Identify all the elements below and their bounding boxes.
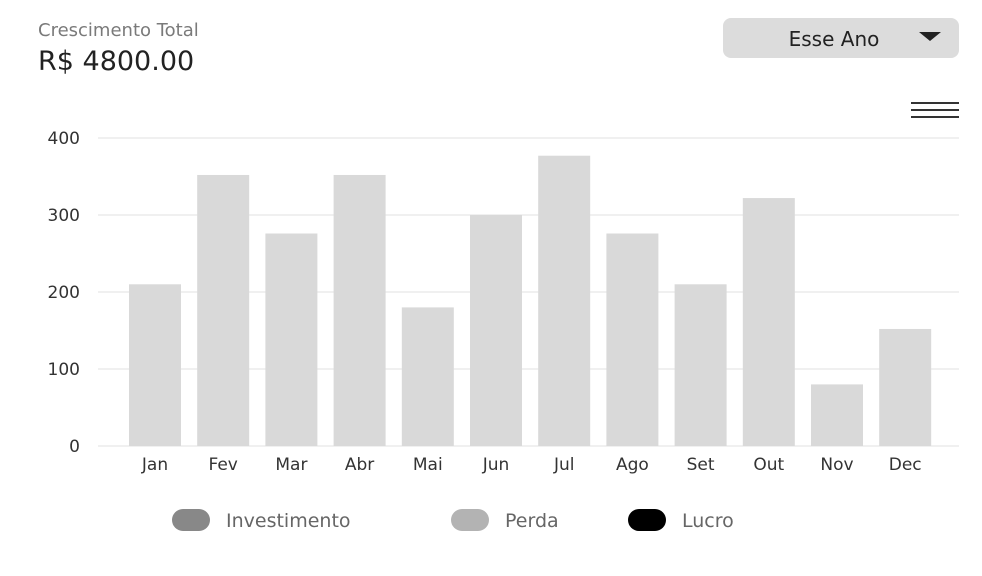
y-tick-label: 0 — [69, 437, 80, 457]
x-tick-label-mar: Mar — [275, 455, 307, 475]
bar-nov[interactable] — [811, 384, 863, 446]
legend-swatch-lucro — [628, 509, 666, 531]
y-tick-label: 300 — [48, 206, 80, 226]
x-tick-label-jul: Jul — [553, 455, 575, 475]
bar-abr[interactable] — [333, 174, 386, 446]
x-tick-label-set: Set — [687, 455, 715, 475]
total-growth-value: R$ 4800.00 — [38, 46, 195, 77]
x-tick-label-ago: Ago — [616, 455, 649, 475]
bars — [129, 155, 932, 446]
legend-swatch-perda — [451, 509, 489, 531]
bar-dec[interactable] — [879, 328, 932, 446]
x-tick-label-mai: Mai — [413, 455, 443, 475]
hamburger-menu-icon[interactable] — [911, 102, 959, 122]
legend-label-investimento: Investimento — [226, 510, 351, 532]
bar-mar[interactable] — [265, 233, 318, 446]
period-select-value: Esse Ano — [788, 27, 880, 51]
x-axis-ticks: Jan Fev Mar Abr Mai Jun Jul Ago Set Out Nov Dec — [141, 455, 922, 475]
x-tick-label-fev: Fev — [209, 455, 238, 475]
legend-label-lucro: Lucro — [682, 510, 734, 532]
period-select[interactable]: Esse Ano — [723, 18, 959, 58]
caret-down-icon — [919, 32, 941, 41]
y-tick-label: 400 — [48, 129, 80, 149]
x-tick-label-out: Out — [753, 455, 784, 475]
x-tick-label-nov: Nov — [820, 455, 853, 475]
bar-jan[interactable] — [129, 284, 181, 446]
legend-swatch-investimento — [172, 509, 210, 531]
bar-jul[interactable] — [538, 155, 591, 446]
bar-set[interactable] — [674, 284, 727, 446]
y-tick-label: 200 — [48, 283, 80, 303]
x-tick-label-jun: Jun — [482, 455, 510, 475]
legend: Investimento Perda Lucro — [0, 508, 982, 536]
y-axis-ticks: 0 100 200 300 400 — [48, 129, 80, 457]
x-tick-label-dec: Dec — [889, 455, 922, 475]
bar-mai[interactable] — [401, 307, 454, 446]
bar-out[interactable] — [742, 198, 795, 446]
bar-fev[interactable] — [197, 174, 250, 446]
legend-label-perda: Perda — [505, 510, 559, 532]
bar-ago[interactable] — [606, 233, 659, 446]
x-tick-label-jan: Jan — [141, 455, 168, 475]
y-tick-label: 100 — [48, 360, 80, 380]
x-tick-label-abr: Abr — [345, 455, 374, 475]
total-growth-label: Crescimento Total — [38, 20, 199, 41]
bar-jun[interactable] — [470, 215, 522, 446]
bar-chart: 0 100 200 300 400 Jan Fev Mar Abr Mai Jun Jul Ago Se… — [48, 129, 959, 475]
